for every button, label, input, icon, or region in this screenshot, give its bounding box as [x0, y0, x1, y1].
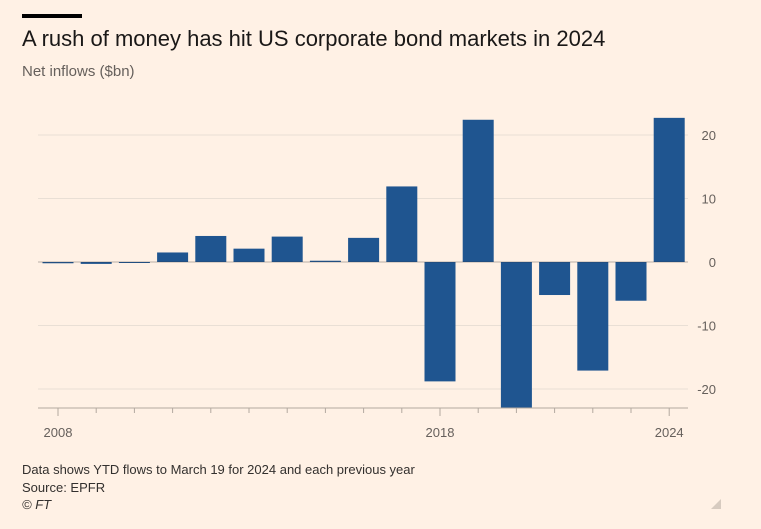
resize-handle-icon [711, 499, 721, 509]
bar-2017 [386, 186, 418, 262]
y-tick-label: 0 [709, 255, 716, 270]
bar-2015 [309, 260, 341, 262]
bar-2023 [615, 262, 647, 301]
y-tick-label: 10 [702, 192, 716, 207]
bar-2019 [462, 119, 494, 262]
ft-credit: © FT [22, 497, 52, 512]
chart-subtitle: Net inflows ($bn) [22, 63, 135, 80]
bar-2013 [233, 248, 265, 262]
x-tick-label: 2008 [44, 425, 73, 440]
bar-2016 [348, 237, 380, 262]
bar-2008 [42, 262, 74, 264]
bar-2020 [500, 262, 532, 409]
bar-2018 [424, 262, 456, 382]
bar-2024 [653, 117, 685, 262]
y-tick-label: 20 [702, 128, 716, 143]
bar-2021 [539, 262, 571, 296]
chart-title: A rush of money has hit US corporate bon… [22, 26, 606, 51]
bar-2009 [80, 262, 112, 264]
footnote: Data shows YTD flows to March 19 for 202… [22, 462, 415, 477]
bar-2010 [118, 262, 150, 263]
x-tick-label: 2024 [655, 425, 684, 440]
bar-2011 [157, 252, 189, 262]
bar-2022 [577, 262, 609, 371]
y-tick-label: -20 [697, 382, 716, 397]
bar-2012 [195, 235, 227, 262]
ft-top-rule [22, 14, 82, 18]
bar-2014 [271, 236, 303, 262]
source-note: Source: EPFR [22, 480, 106, 495]
y-tick-label: -10 [697, 319, 716, 334]
x-tick-label: 2018 [426, 425, 455, 440]
